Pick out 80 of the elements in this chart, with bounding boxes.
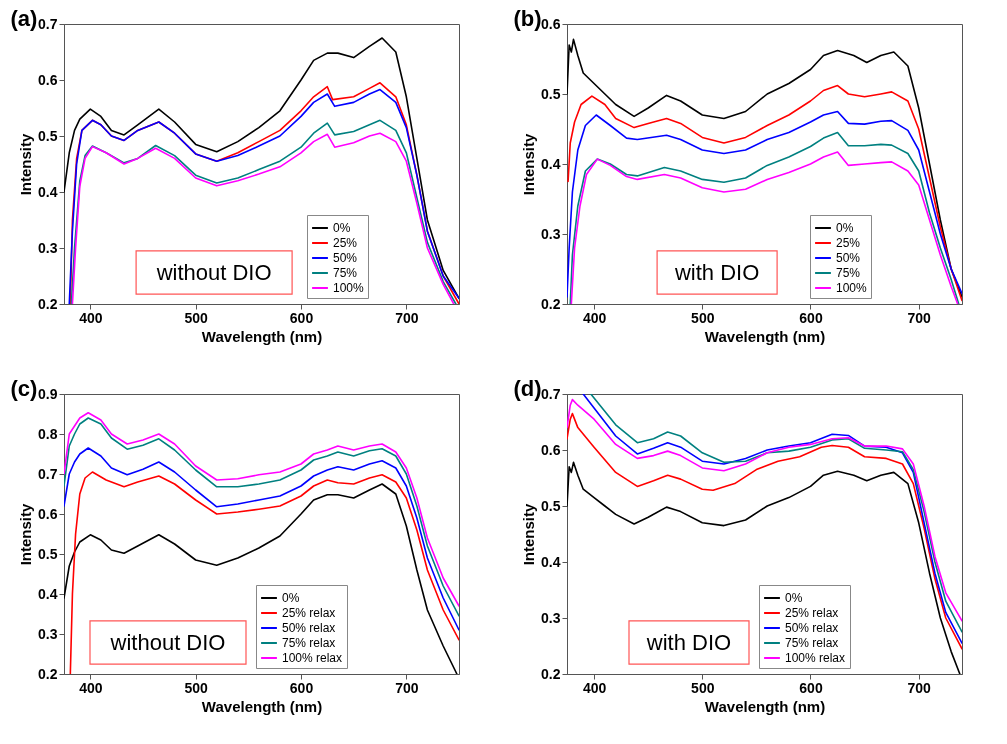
- line-series: [64, 447, 459, 631]
- legend-label: 50% relax: [785, 621, 839, 635]
- line-series: [567, 38, 962, 298]
- legend-label: 75%: [836, 266, 861, 280]
- x-axis-title: Wavelength (nm): [704, 327, 826, 345]
- x-tick-label: 700: [395, 309, 419, 326]
- y-tick-label: 0.5: [541, 497, 561, 514]
- annotation: with DIO: [645, 630, 732, 656]
- y-tick-label: 0.5: [38, 545, 58, 562]
- annotation: without DIO: [155, 260, 272, 286]
- y-tick-label: 0.2: [38, 295, 58, 312]
- legend-label: 75%: [333, 266, 358, 280]
- chart-title: (d): [513, 376, 542, 401]
- legend-label: 75% relax: [785, 636, 839, 650]
- x-axis-title: Wavelength (nm): [704, 697, 826, 715]
- y-tick-label: 0.4: [38, 585, 58, 602]
- x-tick-label: 700: [395, 679, 419, 696]
- x-axis-title: Wavelength (nm): [201, 697, 323, 715]
- chart-title: (b): [513, 6, 542, 31]
- legend-label: 0%: [785, 591, 803, 605]
- y-tick-label: 0.6: [38, 71, 58, 88]
- y-tick-label: 0.3: [541, 609, 561, 626]
- y-tick-label: 0.7: [38, 15, 58, 32]
- line-series: [567, 461, 961, 674]
- legend-label: 25%: [333, 236, 358, 250]
- legend-label: 100%: [836, 281, 868, 295]
- annotation: with DIO: [673, 260, 760, 286]
- y-tick-label: 0.8: [38, 425, 58, 442]
- x-tick-label: 700: [907, 679, 932, 696]
- y-axis-title: Intensity: [17, 503, 35, 566]
- y-tick-label: 0.4: [541, 553, 561, 570]
- y-axis-title: Intensity: [520, 133, 538, 196]
- x-tick-label: 600: [289, 309, 314, 326]
- y-tick-label: 0.7: [38, 465, 58, 482]
- x-tick-label: 500: [184, 309, 209, 326]
- x-tick-label: 500: [691, 679, 715, 696]
- y-tick-label: 0.4: [38, 183, 58, 200]
- y-tick-label: 0.5: [38, 127, 58, 144]
- legend-label: 0%: [282, 591, 300, 605]
- legend-label: 100% relax: [282, 651, 343, 665]
- y-tick-label: 0.4: [541, 155, 561, 172]
- x-tick-label: 400: [79, 679, 103, 696]
- y-tick-label: 0.6: [541, 15, 561, 32]
- y-tick-label: 0.7: [541, 385, 561, 402]
- y-axis-title: Intensity: [520, 503, 538, 566]
- y-tick-label: 0.9: [38, 385, 58, 402]
- legend-label: 100% relax: [785, 651, 846, 665]
- y-tick-label: 0.5: [541, 85, 561, 102]
- y-tick-label: 0.3: [38, 625, 58, 642]
- chart-title: (a): [10, 6, 38, 31]
- y-tick-label: 0.2: [541, 295, 561, 312]
- legend-label: 50%: [333, 251, 358, 265]
- y-tick-label: 0.3: [541, 225, 561, 242]
- legend-label: 25%: [836, 236, 861, 250]
- legend-label: 50% relax: [282, 621, 336, 635]
- y-tick-label: 0.6: [38, 505, 58, 522]
- y-axis-title: Intensity: [17, 133, 35, 196]
- x-tick-label: 500: [691, 309, 715, 326]
- x-tick-label: 500: [184, 679, 209, 696]
- x-tick-label: 700: [907, 309, 932, 326]
- legend-label: 25% relax: [282, 606, 336, 620]
- x-tick-label: 400: [582, 309, 607, 326]
- y-tick-label: 0.6: [541, 441, 561, 458]
- legend-label: 0%: [836, 221, 854, 235]
- chart-title: (c): [10, 376, 38, 401]
- y-tick-label: 0.3: [38, 239, 58, 256]
- annotation: without DIO: [109, 630, 226, 656]
- x-tick-label: 600: [799, 679, 823, 696]
- x-tick-label: 400: [582, 679, 607, 696]
- x-tick-label: 600: [289, 679, 314, 696]
- legend-label: 25% relax: [785, 606, 839, 620]
- legend-label: 100%: [333, 281, 365, 295]
- y-tick-label: 0.2: [541, 665, 561, 682]
- legend-label: 75% relax: [282, 636, 336, 650]
- x-tick-label: 400: [79, 309, 103, 326]
- y-tick-label: 0.2: [38, 665, 58, 682]
- legend-label: 0%: [333, 221, 351, 235]
- x-axis-title: Wavelength (nm): [201, 327, 323, 345]
- x-tick-label: 600: [799, 309, 823, 326]
- legend-label: 50%: [836, 251, 861, 265]
